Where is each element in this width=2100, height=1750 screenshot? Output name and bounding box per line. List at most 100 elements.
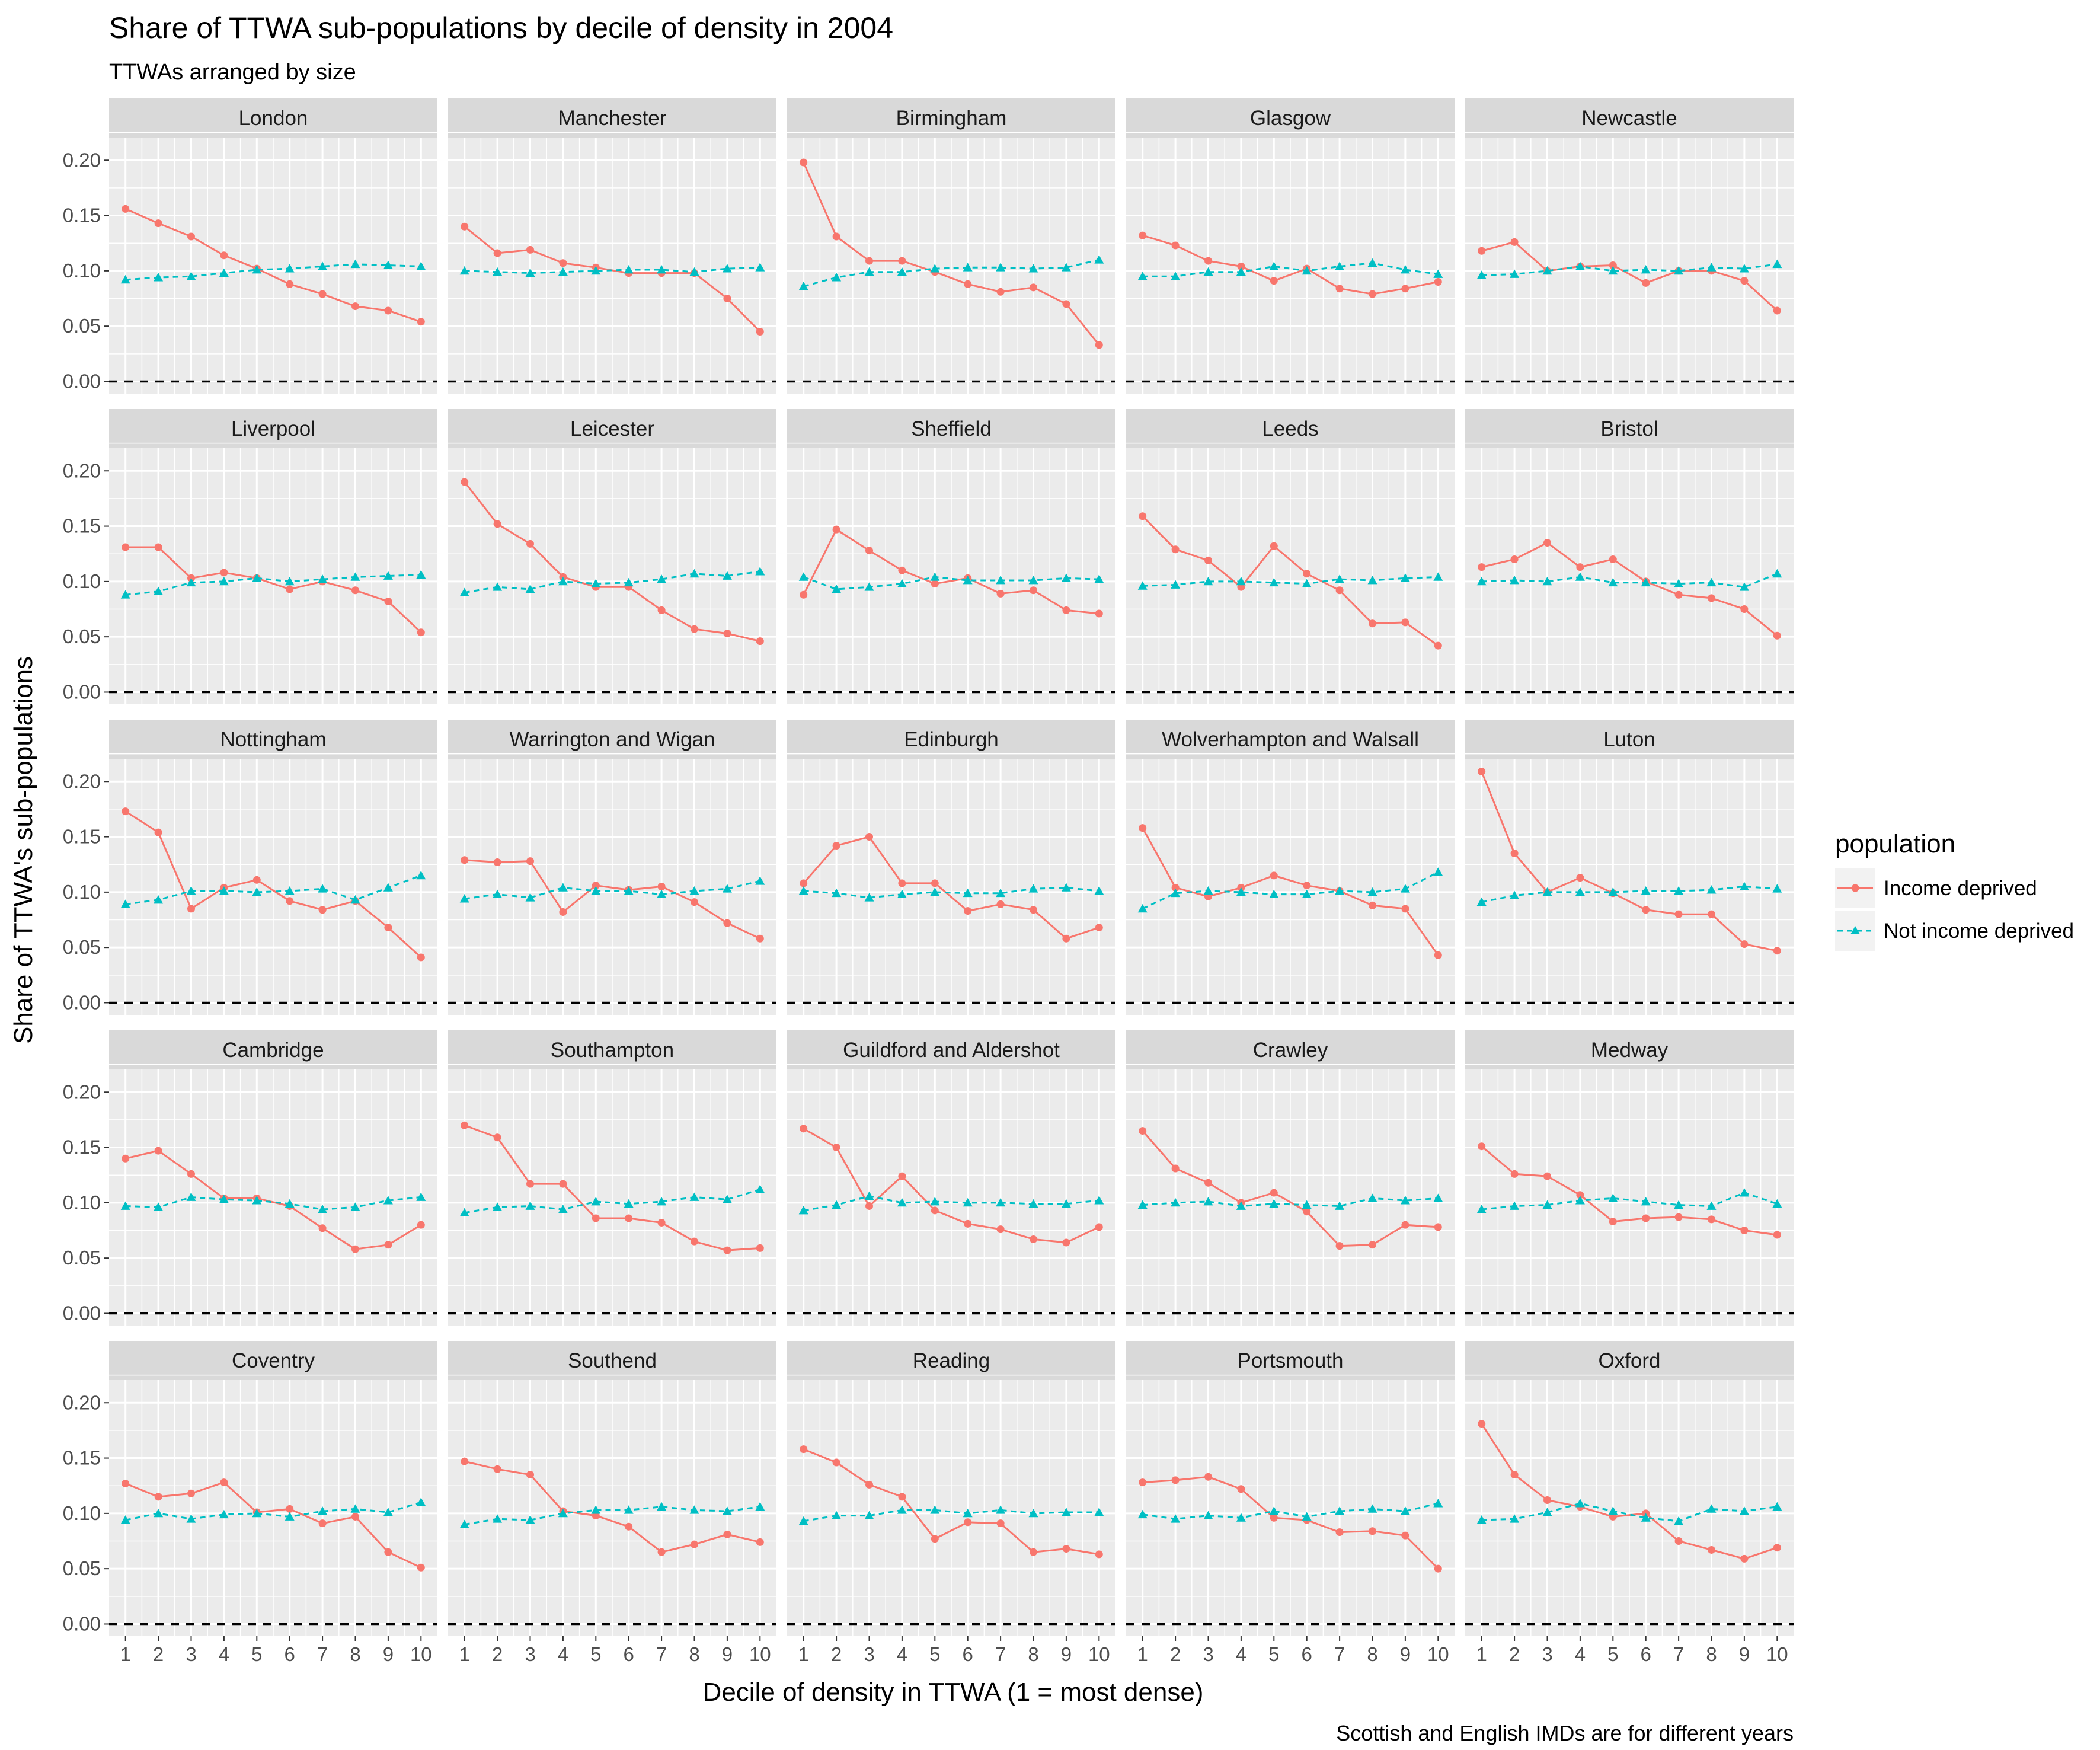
data-point [1095,1550,1103,1559]
data-point [1171,883,1180,892]
data-point [350,895,360,904]
data-point [1478,1142,1486,1151]
series-line [803,886,1099,899]
data-point [1772,259,1782,269]
data-point [1433,572,1443,581]
data-point [755,876,765,885]
data-point [1434,641,1442,650]
x-tick-label: 7 [317,1643,328,1665]
data-point [657,264,667,274]
data-point [1269,261,1279,270]
x-tick-label: 1 [1137,1643,1148,1665]
data-point [1400,264,1410,274]
x-tick-label: 4 [558,1643,568,1665]
data-point [1030,906,1037,914]
data-point [120,1515,130,1524]
data-point [1335,1242,1344,1250]
data-point [1772,569,1782,578]
data-point [832,232,840,241]
data-point [1270,871,1278,880]
series-line [1142,262,1439,277]
data-point [1062,1238,1070,1247]
series-line [1481,1423,1778,1560]
x-tick-label: 4 [1575,1643,1586,1665]
data-point [1773,1231,1781,1239]
data-point [996,575,1006,585]
data-point [120,1201,130,1210]
data-point [120,274,130,284]
data-point [1476,897,1487,906]
data-point [1510,890,1520,899]
data-point [898,257,906,265]
facet-panel: Luton [1465,720,1794,1015]
data-point [493,249,501,257]
data-point [525,1515,535,1524]
data-point [1028,1199,1038,1208]
data-point [526,857,534,866]
data-point [1609,1218,1617,1226]
data-point [963,263,973,272]
data-point [186,577,196,587]
data-point [493,889,503,898]
data-point [755,567,765,576]
series-line [464,226,761,333]
data-point [996,1519,1005,1528]
y-tick-label: 0.05 [63,625,101,647]
data-point [1030,1548,1037,1556]
data-point [657,574,667,583]
x-tick-label: 2 [153,1643,164,1665]
data-point [722,264,732,273]
facet-strip [109,1030,437,1069]
data-point [1028,1508,1038,1518]
x-tick-label: 9 [1739,1643,1750,1665]
facet-title: Guildford and Aldershot [843,1039,1060,1062]
data-point [624,577,634,587]
data-point [1641,1196,1651,1206]
data-point [1367,258,1377,267]
data-point [1739,1188,1749,1197]
data-point [1369,619,1376,628]
data-point [526,245,534,254]
data-point [417,1221,425,1229]
legend-label: Income deprived [1884,877,2037,900]
x-tick-label: 8 [1706,1643,1717,1665]
data-point [1576,1191,1584,1199]
data-point [1706,1504,1717,1513]
data-point [798,281,808,290]
data-point [996,1197,1006,1207]
data-point [865,257,873,265]
data-point [384,597,392,605]
facet-panel: Manchester [448,98,776,394]
y-tick-label: 0.20 [63,1081,101,1103]
data-point [384,1548,392,1556]
facet-title: Leeds [1262,417,1318,440]
facet-panel: Glasgow [1126,98,1455,394]
data-point [1542,1200,1552,1209]
data-point [1204,257,1212,265]
data-point [1171,1514,1181,1523]
facet-panels: London 0.00 0.05 0.10 0.15 0.20 Manchester Birm… [63,98,1794,1665]
data-point [832,888,842,898]
data-point [691,898,698,906]
data-point [1641,577,1651,587]
facet-strip [1465,409,1794,448]
data-point [723,1530,731,1538]
data-point [350,572,360,581]
facet-strip [787,1341,1115,1380]
data-point [416,261,426,270]
y-tick-label: 0.10 [63,260,101,282]
series-line [1481,573,1778,588]
data-point [832,525,840,534]
data-point [800,590,808,599]
data-point [1674,910,1683,918]
y-tick-label: 0.05 [63,1557,101,1579]
y-tick-label: 0.20 [63,1391,101,1413]
data-point [1433,1499,1443,1508]
data-point [1062,1545,1070,1553]
data-point [1510,575,1520,585]
data-point [1061,263,1071,272]
data-point [996,1505,1006,1514]
data-point [1302,889,1312,898]
chart-subtitle: TTWAs arranged by size [109,60,356,85]
data-point [1740,605,1749,614]
